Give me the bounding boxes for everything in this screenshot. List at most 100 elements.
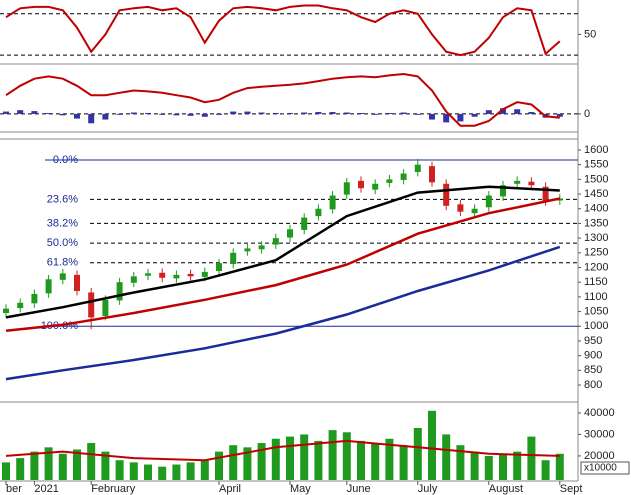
y-tick-label: 950	[584, 335, 602, 347]
bar	[44, 447, 53, 480]
y-tick-label: 900	[584, 350, 602, 362]
candle-body	[457, 204, 464, 212]
line-series	[5, 197, 561, 332]
histogram-bar	[500, 108, 506, 114]
histogram-bar	[329, 112, 336, 114]
x-tick-label: April	[219, 483, 241, 495]
fib-label: 23.6%	[47, 193, 78, 205]
x-tick-label: June	[347, 483, 371, 495]
bar	[2, 462, 10, 480]
histogram-bar	[485, 110, 492, 114]
histogram-bar	[443, 113, 450, 123]
candle-body	[145, 273, 151, 276]
candle-body	[230, 252, 237, 264]
y-tick-label: 20000	[584, 450, 615, 462]
y-tick-label: 1350	[584, 217, 608, 229]
y-tick-label: 50	[584, 28, 596, 40]
candle-body	[514, 180, 521, 184]
histogram-bar	[358, 112, 364, 114]
y-tick-label: 1500	[584, 173, 608, 185]
y-tick-label: 1450	[584, 188, 608, 200]
candle-body	[500, 185, 506, 197]
candle-body	[130, 276, 137, 283]
histogram-bar	[173, 113, 180, 116]
candle-body	[272, 238, 279, 245]
bar	[413, 427, 422, 480]
histogram-bar	[386, 112, 393, 114]
bar	[158, 466, 167, 480]
histogram-bar	[17, 110, 24, 114]
histogram-bar	[216, 113, 222, 115]
histogram-bar	[457, 113, 464, 122]
candle-body	[329, 195, 336, 210]
candle-body	[429, 166, 435, 183]
candle-body	[471, 208, 478, 214]
bar	[470, 451, 479, 480]
y-tick-label: 1550	[584, 159, 608, 171]
bar	[129, 462, 138, 480]
unit-label: x10000	[584, 463, 617, 474]
y-tick-label: 1050	[584, 305, 608, 317]
line-series	[5, 439, 560, 462]
histogram-bar	[258, 112, 265, 114]
line-series	[5, 185, 560, 319]
candle-body	[187, 273, 194, 277]
candle-body	[358, 180, 364, 189]
bar	[428, 410, 436, 480]
bar	[371, 443, 380, 480]
candle-body	[159, 272, 166, 278]
y-tick-label: 1150	[584, 276, 608, 288]
histogram-bar	[429, 113, 435, 120]
candle-body	[45, 279, 52, 294]
histogram-bar	[272, 112, 279, 114]
y-tick-label: 1200	[584, 261, 608, 273]
bar	[30, 451, 39, 480]
histogram-bar	[130, 112, 137, 114]
candle-body	[102, 299, 109, 316]
fib-label: 38.2%	[47, 217, 78, 229]
histogram-bar	[45, 112, 52, 114]
unit-box	[580, 461, 630, 475]
bar	[16, 458, 25, 480]
histogram-bar	[414, 113, 421, 115]
bar	[357, 440, 365, 480]
candle-body	[301, 217, 308, 230]
y-tick-label: 0	[584, 108, 590, 120]
bar	[115, 460, 124, 480]
bar	[300, 434, 309, 480]
histogram-bar	[471, 113, 478, 117]
bar	[314, 440, 323, 480]
bar	[87, 443, 96, 480]
bar	[328, 430, 337, 480]
bar	[144, 464, 152, 480]
histogram-bar	[315, 112, 322, 114]
bar	[243, 447, 252, 480]
x-tick-label: August	[489, 483, 523, 495]
line-series	[5, 4, 561, 57]
histogram-bar	[159, 113, 166, 115]
candle-body	[244, 248, 251, 252]
y-tick-label: 1400	[584, 203, 608, 215]
bar	[257, 443, 266, 480]
bar	[527, 436, 536, 480]
histogram-bar	[514, 109, 521, 114]
y-tick-label: 800	[584, 379, 602, 391]
candle-body	[528, 181, 535, 186]
histogram-bar	[59, 113, 66, 116]
candle-body	[258, 245, 265, 250]
histogram-bar	[301, 112, 308, 114]
bar	[186, 462, 195, 480]
candle-body	[386, 179, 393, 183]
histogram-bar	[528, 112, 535, 114]
bar	[499, 453, 507, 480]
bar	[73, 449, 81, 480]
x-tick-label: February	[91, 483, 136, 495]
histogram-bar	[230, 111, 237, 114]
x-tick-label: Sept	[560, 483, 583, 495]
histogram-bar	[145, 112, 151, 114]
candle-body	[31, 293, 38, 304]
histogram-bar	[187, 113, 194, 116]
bar	[229, 445, 238, 480]
bar	[342, 432, 351, 480]
